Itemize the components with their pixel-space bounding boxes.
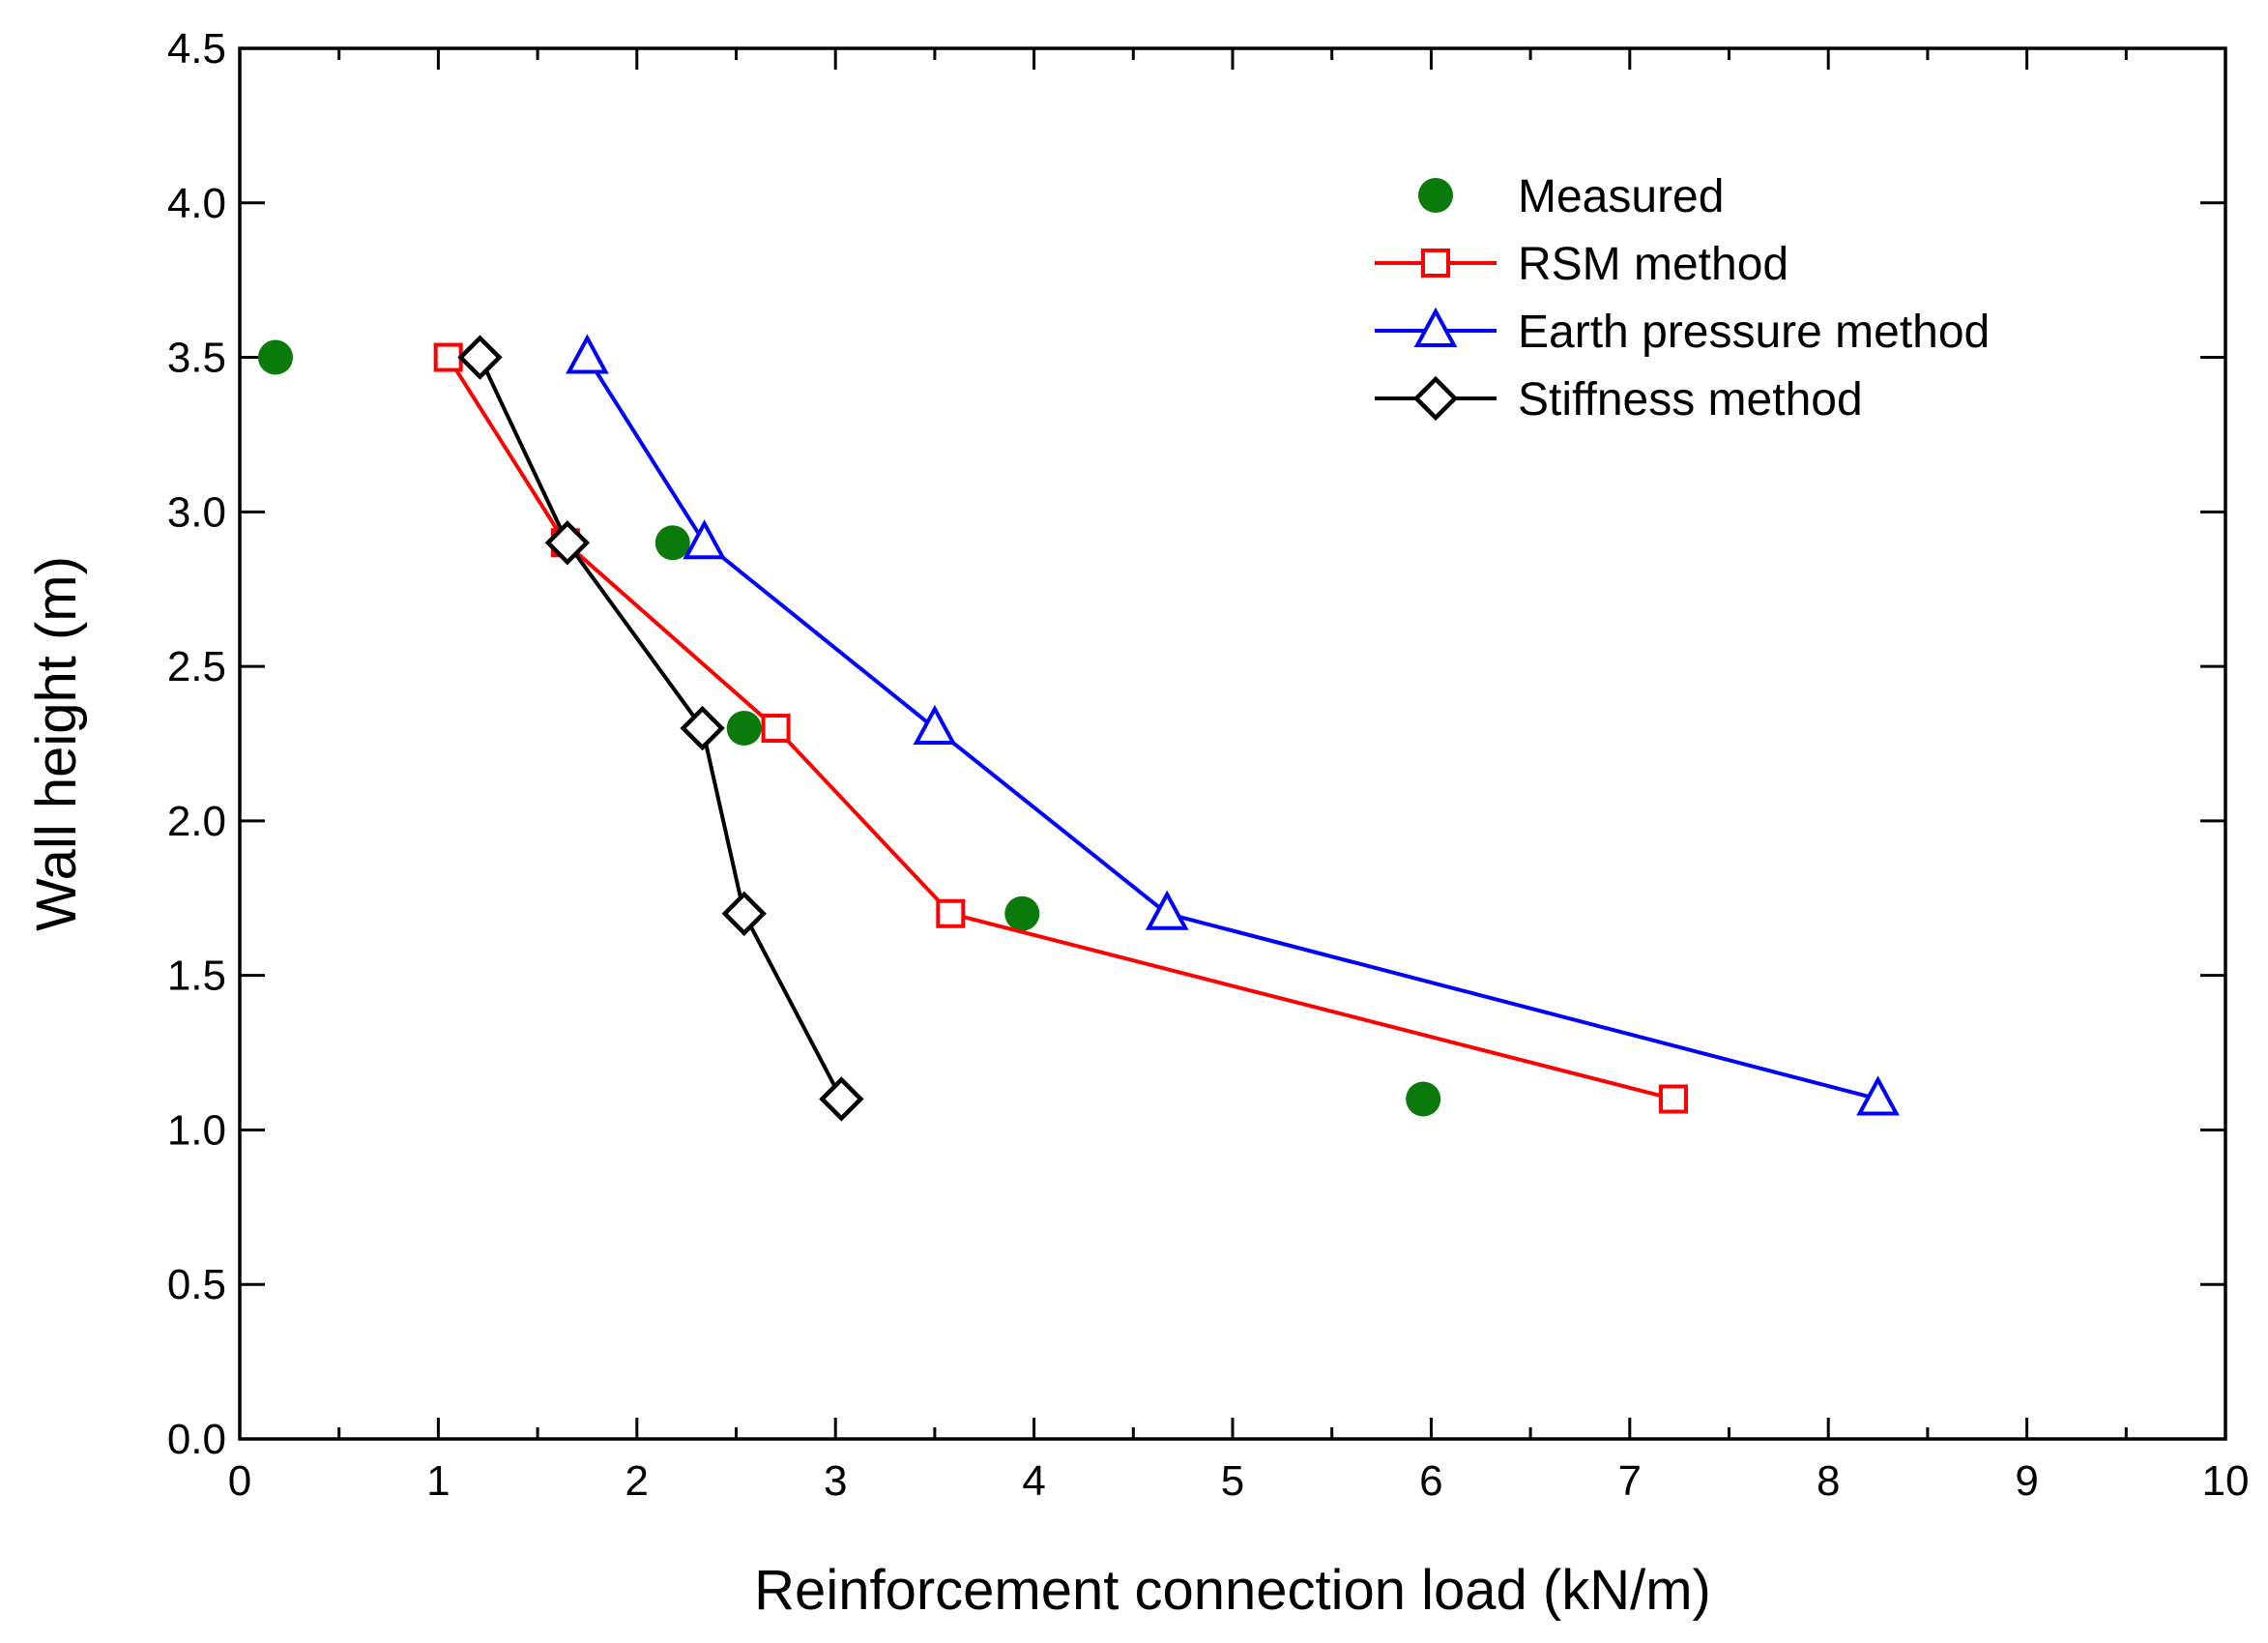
x-tick-label: 9 bbox=[2015, 1457, 2038, 1505]
y-tick-label: 0.0 bbox=[167, 1416, 226, 1463]
y-tick-label: 3.5 bbox=[167, 335, 226, 382]
series-stiffness-method bbox=[457, 335, 864, 1122]
x-tick-label: 1 bbox=[426, 1457, 450, 1505]
x-tick-label: 2 bbox=[625, 1457, 649, 1505]
x-tick-label: 0 bbox=[228, 1457, 251, 1505]
data-point bbox=[1856, 1075, 1900, 1116]
y-tick-label: 2.5 bbox=[167, 643, 226, 690]
data-point bbox=[1004, 895, 1040, 931]
legend-item: Earth pressure method bbox=[1375, 307, 1990, 358]
y-tick-label: 4.5 bbox=[167, 25, 226, 73]
data-point bbox=[819, 1076, 864, 1122]
data-point bbox=[544, 520, 591, 566]
legend-marker bbox=[1418, 178, 1453, 213]
legend-label: RSM method bbox=[1518, 239, 1788, 290]
x-tick-label: 5 bbox=[1221, 1457, 1244, 1505]
data-point bbox=[1406, 1081, 1441, 1117]
y-axis-ticks: 0.0 0.5 1.0 1.5 2.0 2.5 3.0 3.5 4.0 4.5 bbox=[167, 25, 2225, 1463]
legend: Measured RSM method Earth pressure method S… bbox=[1375, 171, 1990, 425]
legend-marker bbox=[1421, 249, 1450, 278]
y-tick-label: 4.0 bbox=[167, 180, 226, 227]
data-point bbox=[683, 519, 726, 560]
legend-label: Measured bbox=[1518, 171, 1724, 222]
legend-marker bbox=[1413, 307, 1458, 347]
y-tick-label: 3.0 bbox=[167, 488, 226, 536]
data-point bbox=[726, 711, 762, 747]
x-tick-label: 8 bbox=[1817, 1457, 1840, 1505]
data-point bbox=[654, 525, 690, 561]
legend-item: RSM method bbox=[1375, 239, 1788, 290]
data-point bbox=[1145, 890, 1189, 930]
x-tick-label: 7 bbox=[1618, 1457, 1642, 1505]
x-axis-title: Reinforcement connection load (kN/m) bbox=[754, 1559, 1711, 1622]
data-point bbox=[936, 898, 966, 928]
legend-label: Earth pressure method bbox=[1518, 307, 1990, 358]
x-tick-label: 4 bbox=[1022, 1457, 1045, 1505]
data-point bbox=[433, 342, 463, 372]
data-point bbox=[761, 714, 791, 744]
data-point bbox=[257, 339, 293, 375]
legend-item: Measured bbox=[1418, 171, 1724, 222]
series-measured bbox=[257, 339, 1441, 1117]
x-tick-label: 10 bbox=[2202, 1457, 2250, 1505]
series-earth-pressure-method bbox=[566, 334, 1900, 1116]
data-point bbox=[913, 704, 957, 746]
legend-label: Stiffness method bbox=[1518, 374, 1863, 425]
y-tick-label: 0.5 bbox=[167, 1261, 226, 1308]
y-tick-label: 1.0 bbox=[167, 1106, 226, 1154]
series-layer bbox=[257, 334, 1900, 1122]
data-point bbox=[566, 334, 609, 374]
x-axis-ticks: 0 1 2 3 4 5 6 7 8 9 10 bbox=[228, 48, 2250, 1505]
x-tick-label: 3 bbox=[824, 1457, 847, 1505]
data-point bbox=[1658, 1084, 1688, 1114]
y-axis-title: Wall height (m) bbox=[25, 556, 88, 931]
data-point bbox=[680, 705, 725, 751]
x-tick-label: 6 bbox=[1419, 1457, 1442, 1505]
data-point bbox=[457, 335, 503, 380]
legend-item: Stiffness method bbox=[1375, 374, 1863, 425]
y-tick-label: 1.5 bbox=[167, 953, 226, 1000]
plot-frame bbox=[238, 46, 2227, 1441]
y-tick-label: 2.0 bbox=[167, 798, 226, 845]
legend-marker bbox=[1412, 375, 1459, 422]
data-point bbox=[721, 891, 767, 936]
